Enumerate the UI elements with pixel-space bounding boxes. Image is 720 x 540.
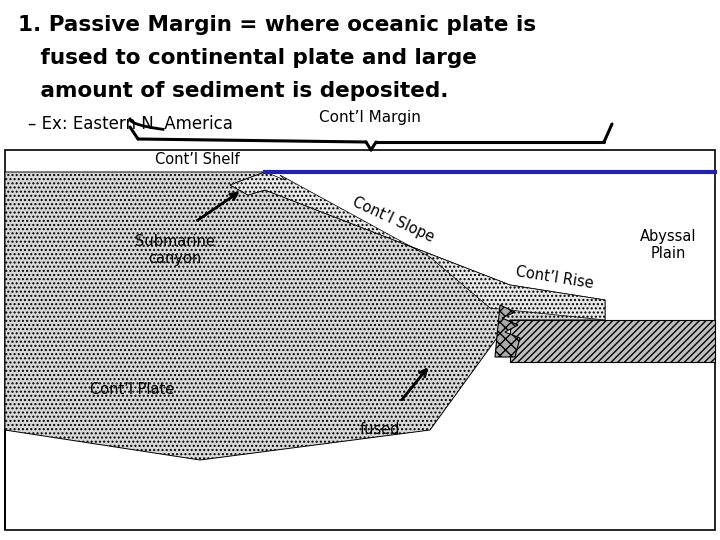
Text: Submarine
canyon: Submarine canyon (135, 234, 215, 266)
Text: 1. Passive Margin = where oceanic plate is: 1. Passive Margin = where oceanic plate … (18, 15, 536, 35)
Text: fused: fused (360, 422, 400, 437)
Polygon shape (510, 320, 715, 362)
Text: Cont’l Shelf: Cont’l Shelf (155, 152, 240, 167)
Text: Oceanic Plate: Oceanic Plate (530, 333, 630, 348)
Text: amount of sediment is deposited.: amount of sediment is deposited. (18, 81, 449, 101)
Text: fused to continental plate and large: fused to continental plate and large (18, 48, 477, 68)
Bar (5, 150, 715, 530)
Text: Cont’l Slope: Cont’l Slope (350, 195, 436, 245)
Text: Cont’l Plate: Cont’l Plate (90, 382, 174, 397)
Polygon shape (230, 172, 605, 320)
Polygon shape (5, 172, 605, 530)
Polygon shape (495, 305, 520, 357)
Text: Cont’l Margin: Cont’l Margin (319, 110, 421, 125)
Text: Cont’l Rise: Cont’l Rise (515, 265, 595, 292)
Text: – Ex: Eastern N. America: – Ex: Eastern N. America (28, 115, 233, 133)
Text: Abyssal
Plain: Abyssal Plain (640, 229, 696, 261)
